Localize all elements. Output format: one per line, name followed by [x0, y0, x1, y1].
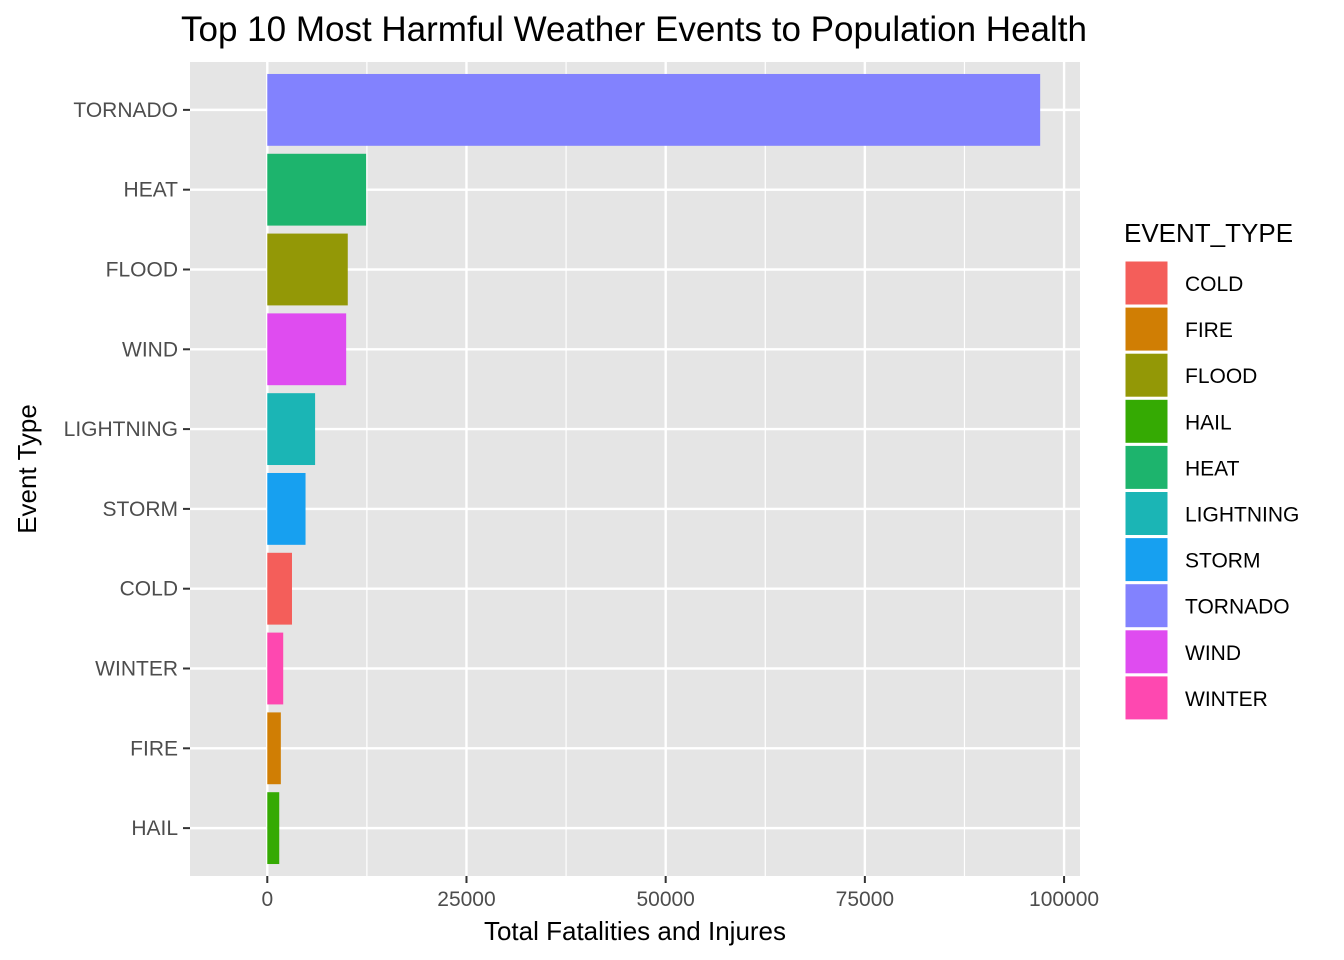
legend-key-fire: [1124, 306, 1169, 352]
legend-label: COLD: [1185, 273, 1243, 296]
bar-flood: [267, 233, 348, 306]
legend-label: WIND: [1185, 642, 1241, 665]
x-axis-title: Total Fatalities and Injures: [484, 916, 786, 946]
x-axis: 0 25000 50000 75000 100000: [261, 876, 1099, 911]
legend-label: LIGHTNING: [1185, 504, 1299, 527]
bars: [267, 73, 1041, 865]
bar-hail: [267, 792, 280, 865]
legend-label: FIRE: [1185, 319, 1233, 342]
y-tick-label: STORM: [103, 498, 178, 521]
bar-tornado: [267, 73, 1041, 146]
legend-label: TORNADO: [1185, 596, 1290, 619]
bar-winter: [267, 632, 284, 705]
legend-key-wind: [1124, 629, 1169, 675]
legend-key-winter: [1124, 675, 1169, 721]
y-axis: TORNADO HEAT FLOOD WIND LIGHTNING STORM COLD WI…: [64, 99, 190, 840]
legend-label: FLOOD: [1185, 365, 1257, 388]
x-tick-label: 75000: [836, 888, 894, 911]
legend: EVENT_TYPE COLD FIRE FLOOD HAIL HEAT LIGHTNIN…: [1124, 218, 1299, 721]
legend-title: EVENT_TYPE: [1124, 218, 1293, 248]
legend-label: HEAT: [1185, 457, 1240, 480]
y-tick-label: COLD: [120, 578, 178, 601]
bar-lightning: [267, 393, 316, 466]
legend-label: HAIL: [1185, 411, 1232, 434]
bar-heat: [267, 153, 367, 226]
y-tick-label: WINTER: [95, 658, 178, 681]
x-tick-label: 0: [261, 888, 273, 911]
legend-key-cold: [1124, 260, 1169, 306]
y-tick-label: HEAT: [124, 179, 179, 202]
legend-key-lightning: [1124, 491, 1169, 536]
chart-title: Top 10 Most Harmful Weather Events to Po…: [181, 10, 1087, 49]
y-tick-label: LIGHTNING: [64, 418, 178, 441]
y-tick-label: TORNADO: [73, 99, 178, 122]
x-tick-label: 25000: [437, 888, 495, 911]
bar-storm: [267, 472, 306, 545]
legend-key-hail: [1124, 398, 1169, 444]
legend-key-storm: [1124, 537, 1169, 583]
legend-label: WINTER: [1185, 688, 1268, 711]
bar-fire: [267, 712, 281, 785]
x-tick-label: 100000: [1029, 888, 1099, 911]
legend-key-tornado: [1124, 583, 1169, 629]
y-tick-label: FLOOD: [106, 258, 178, 281]
x-tick-label: 50000: [636, 888, 694, 911]
y-tick-label: FIRE: [130, 737, 178, 760]
legend-key-heat: [1124, 444, 1169, 490]
bar-cold: [267, 552, 292, 625]
y-tick-label: WIND: [122, 338, 178, 361]
bar-wind: [267, 313, 347, 386]
y-axis-title: Event Type: [12, 404, 42, 534]
y-tick-label: HAIL: [131, 817, 178, 840]
legend-key-flood: [1124, 352, 1169, 398]
legend-label: STORM: [1185, 550, 1260, 573]
